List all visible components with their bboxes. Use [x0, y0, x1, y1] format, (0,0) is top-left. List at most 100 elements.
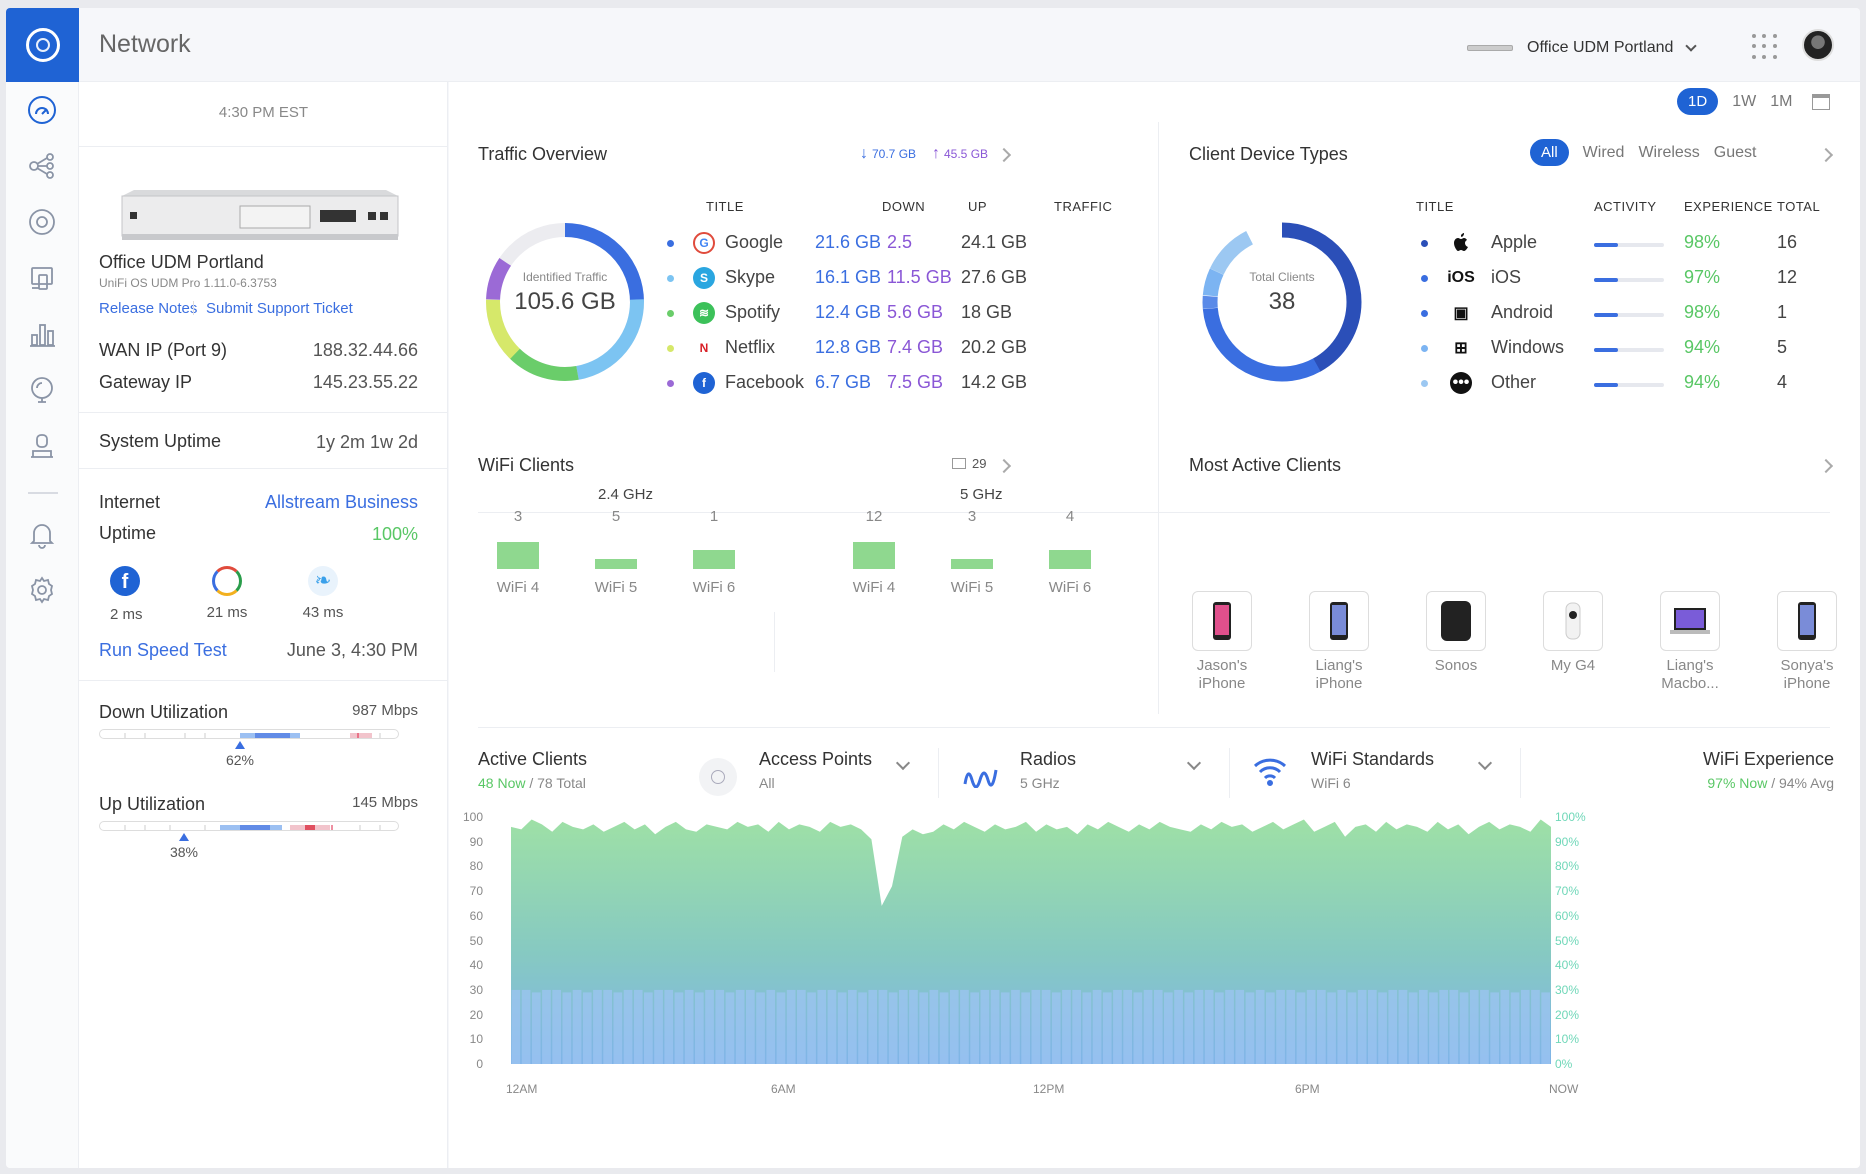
app-name[interactable]: Spotify — [725, 302, 781, 322]
active-clients-bar — [1357, 989, 1367, 1064]
clients-icon[interactable] — [24, 260, 60, 296]
wifi-standards-label[interactable]: WiFi Standards — [1311, 749, 1435, 769]
dashboard-icon[interactable] — [24, 92, 60, 128]
apps-grid-icon[interactable] — [1752, 34, 1778, 60]
wifi-standard-column[interactable]: 12 WiFi 4 — [844, 508, 904, 596]
release-notes-link[interactable]: Release Notes — [99, 300, 198, 317]
run-speed-test-button[interactable]: Run Speed Test — [99, 640, 227, 660]
os-name[interactable]: Windows — [1491, 337, 1565, 357]
os-name[interactable]: Android — [1491, 302, 1554, 322]
traffic-col-title: TITLE — [706, 199, 744, 214]
client-count: 3 — [513, 508, 523, 525]
fill-level — [1049, 550, 1091, 569]
filter-all-button[interactable]: All — [1530, 139, 1569, 166]
access-points-label[interactable]: Access Points — [759, 749, 873, 769]
experience-value: 94% — [1684, 372, 1721, 392]
upload-value: 5.6 GB — [887, 302, 944, 322]
up-utilization-bar — [99, 821, 399, 831]
radios-chevron-down-icon[interactable] — [1186, 755, 1202, 771]
unifi-logo-icon[interactable] — [6, 8, 79, 82]
app-name[interactable]: Google — [725, 232, 784, 252]
active-clients-bar — [980, 989, 990, 1064]
insights-icon[interactable] — [24, 372, 60, 408]
down-utilization-bar — [99, 729, 399, 739]
access-points-chevron-down-icon[interactable] — [895, 755, 911, 771]
active-clients-bar — [1439, 989, 1448, 1064]
radios-label[interactable]: Radios — [1020, 749, 1077, 769]
netflix-icon: N — [693, 337, 715, 359]
calendar-icon[interactable] — [1812, 93, 1831, 110]
active-clients-bar — [1266, 992, 1275, 1064]
wifi-standard-column[interactable]: 3 WiFi 5 — [942, 508, 1002, 596]
activity-area-chart — [511, 819, 1551, 1064]
range-1d-button[interactable]: 1D — [1677, 88, 1719, 115]
app-name[interactable]: Netflix — [725, 337, 776, 357]
wifi-standard-column[interactable]: 3 WiFi 4 — [488, 508, 548, 596]
client-card[interactable]: My G4 — [1523, 591, 1623, 675]
topology-icon[interactable] — [24, 148, 60, 184]
traffic-value: 20.2 GB — [961, 337, 1028, 357]
active-clients-bar — [1398, 989, 1408, 1064]
statistics-icon[interactable] — [24, 316, 60, 352]
client-card[interactable]: Liang's Macbo... — [1640, 591, 1740, 693]
most-active-more-chevron-icon[interactable] — [1818, 458, 1834, 474]
client-card[interactable]: Liang's iPhone — [1289, 591, 1389, 693]
filter-wired-button[interactable]: Wired — [1582, 143, 1625, 161]
wifi-standard-column[interactable]: 1 WiFi 6 — [684, 508, 744, 596]
active-clients-bar — [1255, 989, 1265, 1064]
activity-bar — [1594, 383, 1664, 387]
notifications-icon[interactable] — [24, 516, 60, 552]
range-1m-button[interactable]: 1M — [1770, 92, 1793, 110]
os-name[interactable]: Apple — [1491, 232, 1538, 252]
up-utilization-pct: 38% — [169, 844, 199, 860]
active-clients-bar — [1225, 989, 1234, 1064]
active-clients-bar — [878, 989, 888, 1064]
system-log-icon[interactable] — [24, 428, 60, 464]
total-value: 16 — [1777, 232, 1798, 252]
windows-icon: ⊞ — [1454, 340, 1468, 357]
os-name[interactable]: Other — [1491, 372, 1537, 392]
wifi-standard-column[interactable]: 5 WiFi 5 — [586, 508, 646, 596]
active-clients-bar — [1102, 992, 1112, 1064]
download-value: 12.8 GB — [815, 337, 882, 357]
device-selector[interactable]: Office UDM Portland — [1457, 29, 1711, 67]
range-1w-button[interactable]: 1W — [1732, 92, 1757, 110]
support-ticket-link[interactable]: Submit Support Ticket — [206, 300, 353, 317]
active-clients-bar — [786, 989, 796, 1064]
series-dot — [1421, 310, 1428, 317]
app-name[interactable]: Skype — [725, 267, 776, 287]
client-card[interactable]: Sonya's iPhone — [1757, 591, 1857, 693]
download-total-value: 70.7 GB — [872, 147, 917, 161]
client-types-more-chevron-icon[interactable] — [1818, 147, 1834, 163]
filter-wireless-button[interactable]: Wireless — [1638, 143, 1700, 161]
avatar[interactable] — [1802, 29, 1834, 61]
active-clients-bar — [1021, 992, 1030, 1064]
app-name[interactable]: Facebook — [725, 372, 805, 392]
traffic-more-chevron-icon[interactable] — [996, 147, 1012, 163]
active-clients-bar — [1164, 992, 1173, 1064]
isp-link[interactable]: Allstream Business — [264, 492, 418, 512]
band-5ghz-label: 5 GHz — [960, 486, 1003, 503]
active-clients-bar — [1092, 989, 1102, 1064]
active-clients-bar — [848, 989, 857, 1064]
os-name[interactable]: iOS — [1491, 267, 1522, 287]
filter-guest-button[interactable]: Guest — [1713, 143, 1757, 161]
active-clients-bar — [990, 989, 1000, 1064]
client-donut-label: Total Clients — [1249, 270, 1315, 284]
client-count: 4 — [1065, 508, 1075, 525]
client-donut-value: 38 — [1268, 288, 1296, 315]
wifi-standard-column[interactable]: 4 WiFi 6 — [1040, 508, 1100, 596]
device-icon — [952, 458, 966, 469]
client-count: 12 — [865, 508, 883, 525]
client-card[interactable]: Jason's iPhone — [1172, 591, 1272, 693]
system-uptime-value: 1y 2m 1w 2d — [315, 432, 418, 452]
wifi-standard-label: WiFi 4 — [496, 579, 540, 596]
y-right-tick-label: 80% — [1555, 859, 1580, 874]
client-name-line2: Macbo... — [1661, 675, 1719, 692]
client-card[interactable]: Sonos — [1406, 591, 1506, 675]
devices-icon[interactable] — [24, 204, 60, 240]
settings-gear-icon[interactable] — [24, 572, 60, 608]
active-clients-bar — [1286, 989, 1296, 1064]
wifi-standards-chevron-down-icon[interactable] — [1477, 755, 1493, 771]
wifi-more-chevron-icon[interactable] — [996, 458, 1012, 474]
